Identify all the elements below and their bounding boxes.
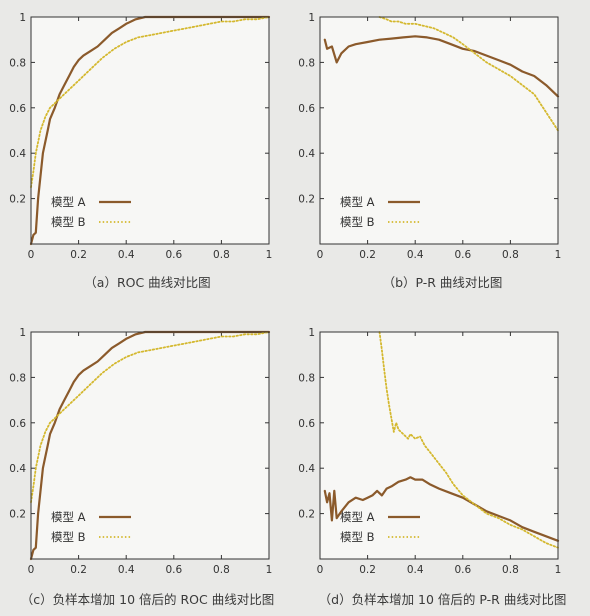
legend-label-model-b: 模型 B bbox=[51, 530, 86, 544]
legend-label-model-b: 模型 B bbox=[340, 530, 375, 544]
y-tick-label: 0.4 bbox=[9, 463, 26, 475]
y-tick-label: 0.4 bbox=[298, 463, 315, 475]
x-tick-label: 0 bbox=[28, 249, 35, 261]
y-tick-label: 0.2 bbox=[298, 509, 315, 521]
legend-label-model-a: 模型 A bbox=[51, 195, 86, 209]
series-model-b bbox=[378, 16, 559, 132]
series-model-b bbox=[30, 16, 270, 189]
y-tick-label: 1 bbox=[19, 327, 26, 339]
y-tick-label: 0.8 bbox=[9, 372, 26, 384]
y-tick-label: 0.2 bbox=[9, 509, 26, 521]
legend-label-model-a: 模型 A bbox=[340, 195, 375, 209]
y-tick-label: 0.8 bbox=[298, 372, 315, 384]
x-tick-label: 0.4 bbox=[407, 249, 424, 261]
y-tick-label: 0.4 bbox=[9, 148, 26, 160]
x-tick-label: 0 bbox=[317, 564, 324, 576]
x-tick-label: 1 bbox=[555, 564, 562, 576]
axes-frame bbox=[319, 16, 559, 245]
series-model-b bbox=[30, 331, 270, 504]
axes-frame bbox=[319, 331, 559, 560]
x-tick-label: 0.4 bbox=[407, 564, 424, 576]
x-tick-label: 0.8 bbox=[502, 564, 519, 576]
x-tick-label: 0.4 bbox=[118, 249, 135, 261]
y-tick-label: 1 bbox=[19, 12, 26, 24]
x-tick-label: 0.6 bbox=[454, 564, 471, 576]
x-tick-label: 0.8 bbox=[213, 564, 230, 576]
y-tick-label: 1 bbox=[308, 327, 315, 339]
legend-label-model-b: 模型 B bbox=[340, 215, 375, 229]
y-tick-label: 0.8 bbox=[9, 57, 26, 69]
x-tick-label: 0.4 bbox=[118, 564, 135, 576]
x-tick-label: 1 bbox=[266, 564, 273, 576]
x-tick-label: 0 bbox=[317, 249, 324, 261]
y-tick-label: 0.4 bbox=[298, 148, 315, 160]
y-tick-label: 0.2 bbox=[298, 194, 315, 206]
y-tick-label: 0.6 bbox=[9, 103, 26, 115]
y-tick-label: 0.6 bbox=[298, 103, 315, 115]
chart-roc-neg10x: 0 0.2 0.4 0.6 0.8 1 0.2 0.4 0.6 0.8 1 模型 A 模型 B bbox=[9, 327, 273, 576]
series-model-b bbox=[378, 331, 559, 549]
y-tick-label: 0.6 bbox=[9, 418, 26, 430]
x-tick-label: 0.8 bbox=[213, 249, 230, 261]
plot-area bbox=[320, 17, 558, 244]
y-tick-label: 0.2 bbox=[9, 194, 26, 206]
x-tick-label: 0.6 bbox=[165, 249, 182, 261]
x-tick-label: 0.6 bbox=[165, 564, 182, 576]
plot-area bbox=[320, 332, 558, 559]
x-tick-label: 0.2 bbox=[70, 564, 87, 576]
x-tick-label: 1 bbox=[266, 249, 273, 261]
series-model-a bbox=[323, 476, 560, 542]
caption-b: （b）P-R 曲线对比图 bbox=[382, 275, 503, 290]
y-tick-label: 0.8 bbox=[298, 57, 315, 69]
x-tick-label: 0.2 bbox=[359, 564, 376, 576]
caption-a: （a）ROC 曲线对比图 bbox=[84, 275, 211, 290]
caption-c: （c）负样本增加 10 倍后的 ROC 曲线对比图 bbox=[20, 592, 275, 607]
legend-label-model-a: 模型 A bbox=[51, 510, 86, 524]
x-tick-label: 1 bbox=[555, 249, 562, 261]
plot-area bbox=[31, 332, 269, 559]
axes-frame bbox=[30, 331, 270, 560]
x-tick-label: 0.2 bbox=[70, 249, 87, 261]
x-tick-label: 0 bbox=[28, 564, 35, 576]
chart-pr: 0 0.2 0.4 0.6 0.8 1 0.2 0.4 0.6 0.8 1 模型 A 模型 B bbox=[298, 12, 562, 261]
y-tick-label: 0.6 bbox=[298, 418, 315, 430]
series-model-a bbox=[323, 35, 560, 98]
caption-d: （d）负样本增加 10 倍后的 P-R 曲线对比图 bbox=[318, 592, 567, 607]
x-tick-label: 0.6 bbox=[454, 249, 471, 261]
x-tick-label: 0.8 bbox=[502, 249, 519, 261]
y-tick-label: 1 bbox=[308, 12, 315, 24]
x-tick-label: 0.2 bbox=[359, 249, 376, 261]
chart-pr-neg10x: 0 0.2 0.4 0.6 0.8 1 0.2 0.4 0.6 0.8 1 模型 A 模型 B bbox=[298, 327, 562, 576]
axes-frame bbox=[30, 16, 270, 245]
legend-label-model-a: 模型 A bbox=[340, 510, 375, 524]
legend-label-model-b: 模型 B bbox=[51, 215, 86, 229]
chart-roc: 0 0.2 0.4 0.6 0.8 1 0.2 0.4 0.6 0.8 1 模型 A 模型 B bbox=[9, 12, 273, 261]
plot-area bbox=[31, 17, 269, 244]
